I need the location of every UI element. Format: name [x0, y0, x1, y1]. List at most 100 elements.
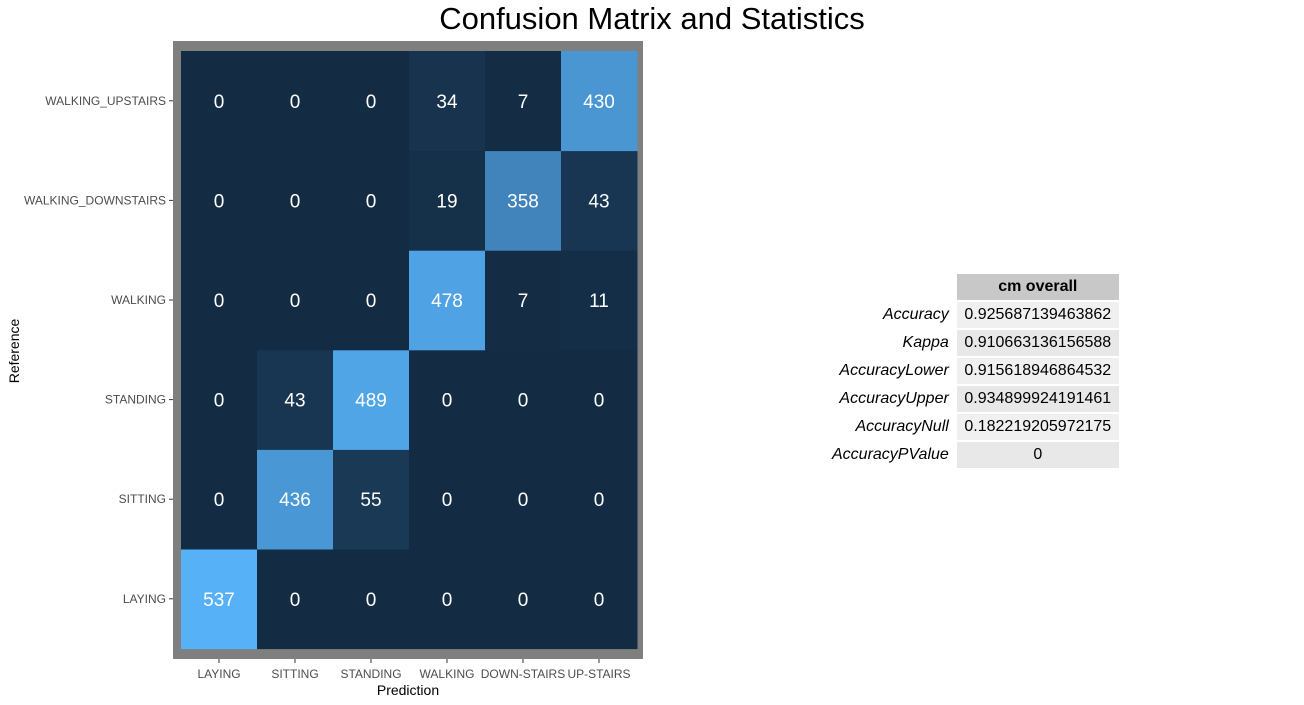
x-axis-label: Prediction	[377, 682, 439, 698]
heatmap-cell	[409, 250, 486, 351]
cell-value-label: 430	[583, 92, 615, 113]
cell-value-label: 0	[214, 391, 225, 412]
heatmap-cell	[409, 150, 486, 251]
cell-value-label: 0	[290, 92, 301, 113]
heatmap-cell	[181, 549, 258, 650]
heatmap-cell	[181, 250, 258, 351]
cell-value-label: 0	[214, 191, 225, 212]
stats-row-value: 0.925687139463862	[956, 302, 1119, 328]
heatmap-cell	[257, 150, 334, 251]
heatmap-cell	[181, 349, 258, 450]
heatmap-cell-labels: 537 0 0 0 0 0 0 436 55 0 0 0 0 43 489 0 0 0 0 0 0 478 7 11 0 0 0 19…	[203, 92, 615, 611]
heatmap-cell	[485, 150, 562, 251]
heatmap-cell	[485, 549, 562, 650]
heatmap-cell	[561, 449, 638, 550]
heatmap-cell	[181, 449, 258, 550]
heatmap-cell	[409, 549, 486, 650]
stats-row-value: 0	[956, 442, 1119, 468]
heatmap-cell	[333, 449, 410, 550]
cell-value-label: 0	[518, 490, 529, 511]
heatmap-cell	[485, 250, 562, 351]
y-tick-label: WALKING_UPSTAIRS	[45, 94, 166, 108]
stats-row-label: AccuracyUpper	[839, 390, 949, 407]
cell-value-label: 0	[442, 391, 453, 412]
stats-row: AccuracyNull 0.182219205972175	[826, 414, 1119, 440]
cell-value-label: 436	[279, 490, 311, 511]
heatmap-cell	[561, 250, 638, 351]
cell-value-label: 43	[588, 191, 609, 212]
cell-value-label: 19	[436, 191, 457, 212]
y-tick-label: STANDING	[105, 393, 166, 407]
cell-value-label: 0	[214, 291, 225, 312]
heatmap-cell	[485, 51, 562, 152]
cell-value-label: 43	[284, 391, 305, 412]
stats-row-label: Kappa	[902, 334, 949, 351]
y-tick-label: WALKING_DOWNSTAIRS	[24, 193, 166, 207]
stats-row-value: 0.915618946864532	[956, 358, 1119, 384]
heatmap-cell	[409, 51, 486, 152]
stats-row-label: AccuracyNull	[855, 418, 949, 435]
chart-title: Confusion Matrix and Statistics	[439, 1, 865, 36]
stats-row-value: 0.934899924191461	[956, 386, 1119, 412]
y-tick-label: WALKING	[111, 293, 166, 307]
cell-value-label: 0	[290, 291, 301, 312]
cell-value-label: 7	[518, 291, 529, 312]
cell-value-label: 478	[431, 291, 463, 312]
stats-corner	[826, 274, 957, 300]
cell-value-label: 0	[594, 490, 605, 511]
heatmap-cell	[485, 349, 562, 450]
heatmap-cell	[333, 150, 410, 251]
cell-value-label: 7	[518, 92, 529, 113]
x-tick-label: WALKING	[420, 667, 475, 681]
cell-value-label: 0	[290, 191, 301, 212]
heatmap-cell	[257, 51, 334, 152]
cell-value-label: 0	[442, 590, 453, 611]
y-axis-ticks: LAYING SITTING STANDING WALKING WALKING_DOWN…	[24, 94, 173, 606]
heatmap-cell	[409, 349, 486, 450]
heatmap-cell	[181, 150, 258, 251]
cell-value-label: 0	[366, 590, 377, 611]
cell-value-label: 0	[442, 490, 453, 511]
stats-row-label: AccuracyPValue	[832, 446, 949, 463]
y-tick-label: LAYING	[123, 592, 166, 606]
heatmap-cell	[561, 150, 638, 251]
cell-value-label: 489	[355, 391, 387, 412]
heatmap-cell	[561, 51, 638, 152]
stats-row: Accuracy 0.925687139463862	[826, 302, 1119, 328]
heatmap-cell	[257, 449, 334, 550]
heatmap-cells	[181, 51, 638, 650]
cell-value-label: 0	[290, 590, 301, 611]
heatmap-cell	[409, 449, 486, 550]
heatmap-cell	[257, 349, 334, 450]
stats-row-label: Accuracy	[883, 306, 949, 323]
cell-value-label: 34	[436, 92, 458, 113]
x-tick-label: UP-STAIRS	[567, 667, 630, 681]
cell-value-label: 0	[366, 291, 377, 312]
y-tick-label: SITTING	[119, 492, 166, 506]
heatmap-cell	[333, 51, 410, 152]
stats-row: AccuracyPValue 0	[826, 442, 1119, 468]
stats-row-label: AccuracyLower	[839, 362, 949, 379]
heatmap-cell	[181, 51, 258, 152]
heatmap-cell	[333, 349, 410, 450]
stats-header: cm overall	[956, 274, 1119, 300]
x-tick-label: LAYING	[197, 667, 240, 681]
cell-value-label: 0	[214, 490, 225, 511]
x-tick-label: DOWN-STAIRS	[481, 667, 565, 681]
heatmap-cell	[257, 549, 334, 650]
y-axis-label: Reference	[6, 318, 22, 383]
stats-row: Kappa 0.910663136156588	[826, 330, 1119, 356]
cell-value-label: 0	[366, 191, 377, 212]
cell-value-label: 55	[360, 490, 381, 511]
cell-value-label: 0	[518, 391, 529, 412]
cell-value-label: 358	[507, 191, 539, 212]
heatmap-cell	[561, 349, 638, 450]
cell-value-label: 537	[203, 590, 235, 611]
x-axis-ticks: LAYING SITTING STANDING WALKING DOWN-STAIRS U…	[197, 659, 631, 681]
heatmap-cell	[257, 250, 334, 351]
cell-value-label: 0	[518, 590, 529, 611]
stats-table: cm overall Accuracy 0.925687139463862 Kapp…	[826, 272, 1119, 470]
heatmap-cell	[333, 250, 410, 351]
cell-value-label: 0	[594, 391, 605, 412]
